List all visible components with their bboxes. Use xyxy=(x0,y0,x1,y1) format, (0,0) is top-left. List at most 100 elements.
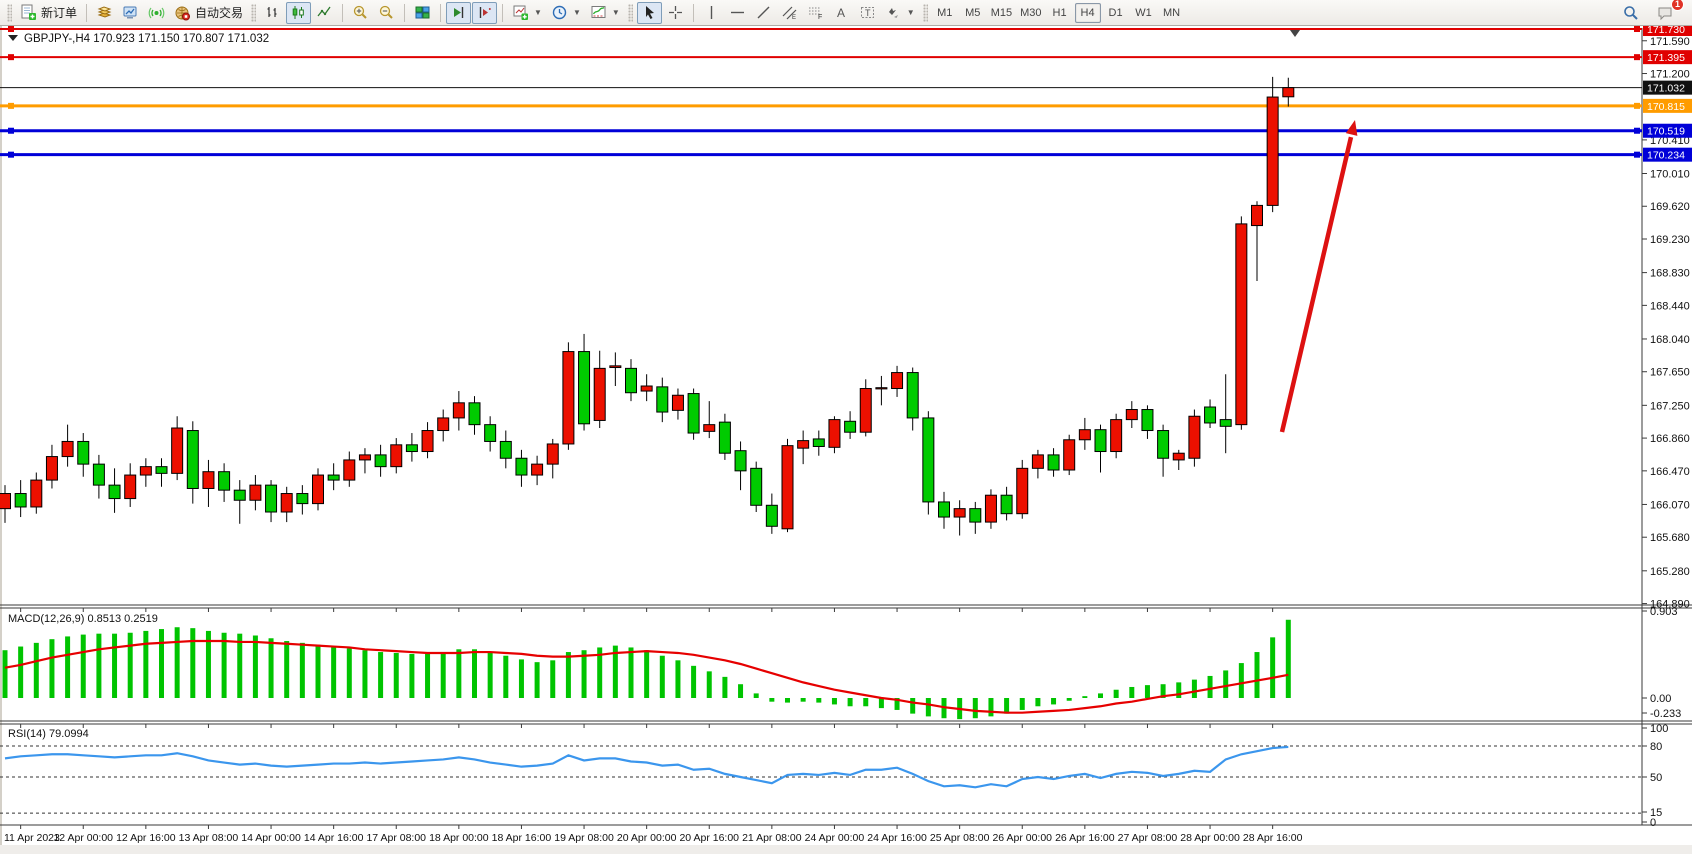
price-tick-label: 170.410 xyxy=(1650,135,1690,147)
new-order-button[interactable]: 新订单 xyxy=(16,2,81,24)
tile-windows-button[interactable] xyxy=(410,2,435,24)
indicators-button[interactable]: ▼ xyxy=(586,2,624,24)
candle-body xyxy=(155,466,168,474)
toolbar-grip[interactable] xyxy=(7,3,12,22)
price-tick-label: 168.040 xyxy=(1650,334,1690,346)
search-icon xyxy=(1624,5,1638,20)
candle-body xyxy=(92,463,105,486)
line-handle[interactable] xyxy=(8,151,14,158)
equidistant-channel-icon: E xyxy=(782,6,797,21)
macd-histogram-bar xyxy=(722,676,728,698)
timeframe-d1[interactable]: D1 xyxy=(1108,6,1123,19)
arrows-button[interactable]: ▼ xyxy=(881,2,919,24)
macd-histogram-bar xyxy=(753,693,759,698)
line-handle[interactable] xyxy=(1634,127,1640,134)
line-handle[interactable] xyxy=(1634,54,1640,61)
candle-body xyxy=(687,393,700,434)
macd-histogram-bar xyxy=(597,647,603,698)
crosshair-button[interactable] xyxy=(663,2,688,24)
candle-body xyxy=(765,504,778,527)
signals-button[interactable] xyxy=(144,2,169,24)
vertical-line-button[interactable] xyxy=(699,2,724,24)
line-chart-button[interactable] xyxy=(312,2,337,24)
trend-arrow[interactable] xyxy=(1279,120,1358,433)
price-tick-label: 166.470 xyxy=(1650,466,1690,478)
line-handle[interactable] xyxy=(8,54,14,61)
macd-tick-label: 0.00 xyxy=(1650,693,1671,705)
macd-histogram-bar xyxy=(581,650,587,698)
zoom-out-button[interactable] xyxy=(374,2,399,24)
macd-histogram-bar xyxy=(80,634,86,698)
macd-histogram-bar xyxy=(503,655,509,698)
timeframe-m30[interactable]: M30 xyxy=(1020,6,1042,19)
macd-histogram-bar xyxy=(487,652,493,698)
timeframe-m15[interactable]: M15 xyxy=(990,6,1013,19)
arrows-icon xyxy=(888,8,898,18)
line-handle[interactable] xyxy=(8,102,14,109)
price-tick-label: 168.440 xyxy=(1650,300,1690,312)
timeframe-h4[interactable]: H4 xyxy=(1074,2,1101,23)
equidistant-channel-button[interactable]: E xyxy=(777,2,802,24)
timeframe-m1[interactable]: M1 xyxy=(937,6,953,19)
toolbar-grip[interactable] xyxy=(627,3,633,22)
terminal-button[interactable] xyxy=(118,2,143,24)
autotrading-icon xyxy=(175,6,191,21)
notifications-button[interactable]: 1 xyxy=(1652,0,1684,24)
chart-window[interactable]: 171.590 171.200 170.410 170.010 169.620 169.2… xyxy=(0,22,1692,854)
tile-windows-icon xyxy=(415,6,430,19)
cursor-button[interactable] xyxy=(636,1,662,24)
timeframe-mn[interactable]: MN xyxy=(1162,6,1181,19)
timeframe-h1[interactable]: H1 xyxy=(1052,6,1067,19)
candle-body xyxy=(875,387,888,390)
time-label: 18 Apr 00:00 xyxy=(429,832,489,844)
chart-shift-button[interactable] xyxy=(472,1,498,24)
market-depth-button[interactable] xyxy=(92,2,117,24)
macd-histogram-bar xyxy=(878,698,884,709)
macd-histogram-bar xyxy=(1160,684,1166,698)
line-handle[interactable] xyxy=(8,26,14,33)
time-label: 26 Apr 00:00 xyxy=(992,832,1052,844)
toolbar-grip[interactable] xyxy=(922,3,928,22)
chart-shift-marker[interactable] xyxy=(1290,30,1300,37)
macd-histogram-bar xyxy=(550,660,556,698)
autotrading-button[interactable]: 自动交易 xyxy=(170,2,247,24)
line-handle[interactable] xyxy=(8,127,14,134)
trend-arrow-line[interactable] xyxy=(1279,136,1354,433)
candle-body xyxy=(343,459,356,481)
candle-body xyxy=(14,493,27,508)
candle-body xyxy=(844,420,857,433)
chart-menu-caret-icon[interactable] xyxy=(8,35,18,41)
signals-icon xyxy=(148,7,165,19)
line-handle[interactable] xyxy=(1634,102,1640,109)
candle-body xyxy=(0,493,11,510)
text-button[interactable]: A xyxy=(829,2,854,24)
line-handle[interactable] xyxy=(1634,151,1640,158)
trendline-button[interactable] xyxy=(751,2,776,24)
periods-button[interactable]: ▼ xyxy=(547,2,585,24)
text-label-button[interactable]: T xyxy=(855,2,880,24)
fibonacci-button[interactable]: F xyxy=(803,2,828,24)
search-button[interactable] xyxy=(1618,2,1644,24)
candle-body xyxy=(124,474,137,500)
price-chart[interactable]: 171.590 171.200 170.410 170.010 169.620 169.2… xyxy=(0,22,1692,854)
candle-body xyxy=(249,484,262,501)
bar-chart-button[interactable] xyxy=(260,2,285,24)
candle-body xyxy=(531,463,544,476)
candle-body xyxy=(405,444,418,453)
autoscroll-button[interactable] xyxy=(446,1,472,24)
zoom-in-button[interactable] xyxy=(348,2,373,24)
candlestick-button[interactable] xyxy=(286,1,312,24)
candle-body xyxy=(1094,429,1107,453)
macd-panel: MACD(12,26,9) 0.8513 0.2519 0.903 0.00 -0.2… xyxy=(2,606,1681,720)
timeframe-m5[interactable]: M5 xyxy=(965,6,981,19)
horizontal-line-button[interactable] xyxy=(725,2,750,24)
rsi-label: RSI(14) 79.0994 xyxy=(8,728,89,740)
new-chart-button[interactable]: ▼ xyxy=(508,2,546,24)
candle-body xyxy=(640,385,653,392)
timeframe-w1[interactable]: W1 xyxy=(1135,6,1152,19)
candle-body xyxy=(578,351,591,425)
toolbar-grip[interactable] xyxy=(251,3,257,22)
macd-histogram-bar xyxy=(221,632,227,698)
line-handle[interactable] xyxy=(1634,26,1640,33)
price-tick-label: 166.070 xyxy=(1650,499,1690,511)
